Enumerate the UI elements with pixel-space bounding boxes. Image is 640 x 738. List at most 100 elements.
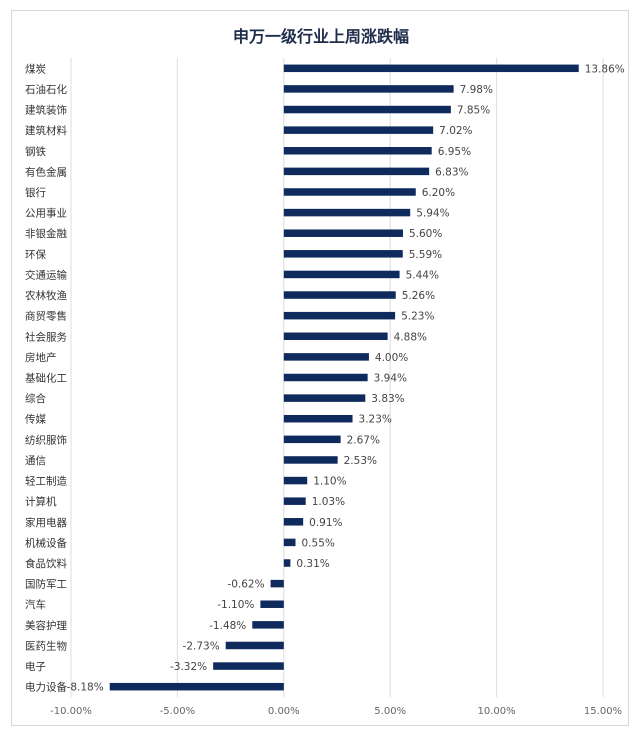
category-label: 美容护理 bbox=[25, 619, 67, 632]
value-label: 5.60% bbox=[409, 228, 442, 240]
bar bbox=[283, 435, 341, 444]
value-label: 5.23% bbox=[401, 311, 434, 323]
chart-title: 申万一级行业上周涨跌幅 bbox=[232, 27, 409, 46]
bar bbox=[225, 641, 284, 650]
category-label: 煤炭 bbox=[25, 62, 46, 75]
bar bbox=[283, 167, 430, 176]
value-label: -1.10% bbox=[217, 599, 254, 611]
x-tick-label: -10.00% bbox=[50, 706, 92, 717]
x-tick-label: 5.00% bbox=[374, 706, 406, 717]
x-tick-label: -5.00% bbox=[160, 706, 195, 717]
value-label: -2.73% bbox=[183, 640, 220, 652]
value-label: 7.98% bbox=[460, 84, 493, 96]
category-label: 家用电器 bbox=[25, 516, 67, 529]
bar bbox=[283, 291, 396, 299]
category-label: 通信 bbox=[25, 455, 46, 467]
bar bbox=[283, 208, 411, 217]
bar bbox=[283, 229, 403, 237]
bar bbox=[283, 126, 434, 134]
category-label: 商贸零售 bbox=[25, 310, 67, 323]
category-label: 电力设备 bbox=[25, 681, 67, 694]
value-label: 0.55% bbox=[302, 537, 335, 549]
bar bbox=[283, 353, 369, 361]
value-label: 5.44% bbox=[406, 269, 439, 281]
value-label: 0.91% bbox=[309, 517, 342, 529]
value-label: 7.02% bbox=[439, 125, 472, 137]
value-label: 0.31% bbox=[296, 558, 329, 570]
value-label: 6.20% bbox=[422, 187, 455, 199]
category-label: 电子 bbox=[25, 660, 46, 673]
value-label: -8.18% bbox=[67, 682, 104, 694]
category-label: 银行 bbox=[25, 186, 46, 199]
category-label: 食品饮料 bbox=[25, 557, 67, 570]
value-label: 5.94% bbox=[416, 208, 449, 220]
category-label: 建筑装饰 bbox=[25, 104, 67, 117]
category-label: 机械设备 bbox=[25, 536, 67, 549]
bar bbox=[283, 497, 306, 505]
category-label: 国防军工 bbox=[25, 578, 67, 591]
value-label: 7.85% bbox=[457, 105, 490, 117]
bar bbox=[283, 332, 388, 341]
value-label: 5.59% bbox=[409, 249, 442, 261]
value-label: 13.86% bbox=[585, 63, 625, 75]
x-tick-label: 10.00% bbox=[478, 706, 516, 717]
bar bbox=[109, 682, 284, 691]
bar bbox=[283, 64, 579, 73]
category-label: 建筑材料 bbox=[25, 124, 67, 137]
bar bbox=[213, 662, 284, 670]
category-label: 环保 bbox=[25, 248, 46, 261]
category-label: 农林牧渔 bbox=[25, 289, 67, 302]
category-label: 纺织服饰 bbox=[25, 433, 67, 446]
category-label: 计算机 bbox=[25, 495, 57, 508]
bar bbox=[283, 394, 366, 402]
category-label: 传媒 bbox=[25, 413, 46, 426]
bar bbox=[252, 621, 284, 629]
value-label: 6.95% bbox=[438, 146, 471, 158]
value-label: 4.00% bbox=[375, 352, 408, 364]
value-label: 3.83% bbox=[371, 393, 404, 405]
bar bbox=[283, 85, 454, 93]
category-label: 交通运输 bbox=[25, 268, 67, 281]
bar bbox=[283, 456, 338, 464]
x-tick-label: 0.00% bbox=[268, 706, 300, 717]
value-label: 4.88% bbox=[394, 331, 427, 343]
bar bbox=[283, 518, 304, 526]
category-label: 石油石化 bbox=[25, 83, 67, 96]
category-label: 公用事业 bbox=[25, 207, 67, 220]
bar bbox=[283, 250, 403, 258]
x-tick-label: 15.00% bbox=[584, 706, 622, 717]
bar bbox=[283, 414, 353, 423]
bar bbox=[283, 311, 396, 320]
category-label: 医药生物 bbox=[25, 639, 67, 652]
bar bbox=[283, 147, 432, 155]
category-label: 轻工制造 bbox=[25, 475, 67, 488]
value-label: 1.03% bbox=[312, 496, 345, 508]
value-label: -1.48% bbox=[209, 620, 246, 632]
bar bbox=[270, 579, 284, 588]
bar bbox=[283, 476, 308, 485]
category-label: 房地产 bbox=[25, 351, 57, 364]
category-label: 钢铁 bbox=[25, 145, 46, 158]
value-label: -0.62% bbox=[227, 579, 264, 591]
value-label: 5.26% bbox=[402, 290, 435, 302]
category-label: 基础化工 bbox=[25, 372, 67, 385]
value-label: -3.32% bbox=[170, 661, 207, 673]
bar bbox=[283, 188, 416, 196]
bar bbox=[260, 600, 284, 608]
category-label: 综合 bbox=[25, 392, 46, 405]
value-label: 6.83% bbox=[435, 166, 468, 178]
category-label: 有色金属 bbox=[25, 165, 67, 178]
value-label: 2.67% bbox=[347, 434, 380, 446]
category-label: 非银金融 bbox=[25, 227, 67, 240]
value-label: 1.10% bbox=[313, 476, 346, 488]
bar bbox=[283, 105, 451, 114]
value-label: 2.53% bbox=[344, 455, 377, 467]
bar bbox=[283, 538, 296, 547]
value-label: 3.23% bbox=[359, 414, 392, 426]
bar bbox=[283, 373, 368, 382]
bar bbox=[283, 270, 400, 279]
category-label: 汽车 bbox=[25, 598, 46, 611]
bar bbox=[283, 559, 291, 567]
category-label: 社会服务 bbox=[25, 330, 67, 343]
